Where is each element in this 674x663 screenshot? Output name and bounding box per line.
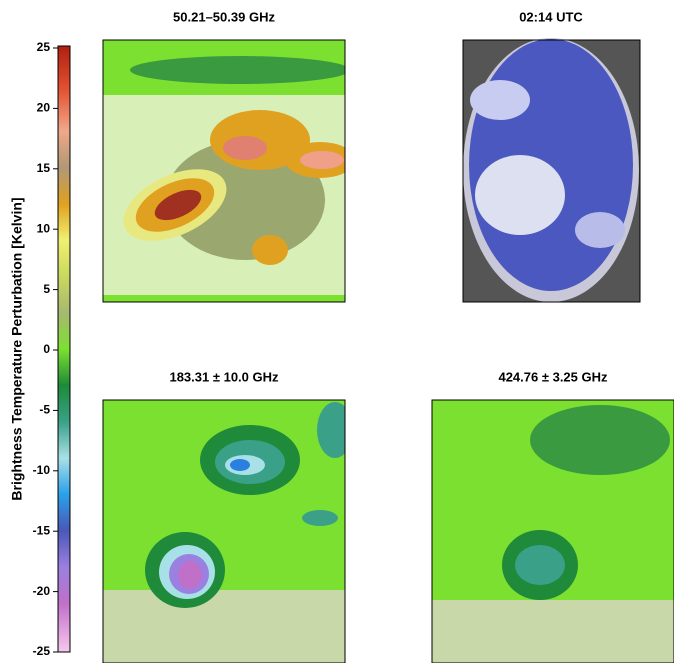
panel-title: 50.21–50.39 GHz	[173, 9, 275, 24]
colorbar-label: Brightness Temperature Perturbation [Kel…	[9, 197, 25, 500]
sky-image	[463, 38, 640, 302]
y-tick-label: -5	[39, 403, 50, 417]
panel-image	[103, 400, 353, 663]
panel-title: 183.31 ± 10.0 GHz	[169, 369, 279, 384]
y-tick-label: 10	[37, 221, 51, 235]
figure: Brightness Temperature Perturbation [Kel…	[0, 0, 674, 663]
y-tick-label: -20	[33, 584, 51, 598]
panel-image	[432, 400, 674, 663]
y-tick-label: -10	[33, 463, 51, 477]
y-tick-label: 5	[43, 282, 50, 296]
panel-image	[103, 40, 355, 302]
y-tick-label: 20	[37, 101, 51, 115]
y-tick-label: 0	[43, 342, 50, 356]
y-tick-label: 25	[37, 40, 51, 54]
panel-title: 424.76 ± 3.25 GHz	[498, 369, 608, 384]
panel-title: 02:14 UTC	[519, 9, 583, 24]
y-tick-label: -25	[33, 644, 51, 658]
colorbar	[58, 46, 70, 652]
y-tick-label: 15	[37, 161, 51, 175]
y-tick-label: -15	[33, 523, 51, 537]
